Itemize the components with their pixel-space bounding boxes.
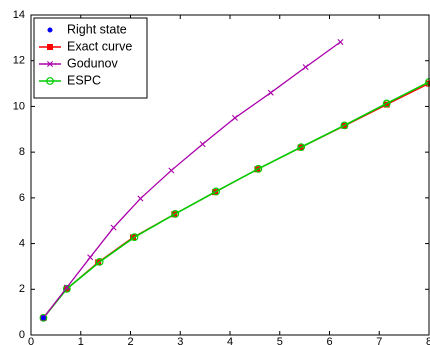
series-right-state: [40, 315, 46, 321]
legend-label-espc: ESPC: [67, 73, 101, 87]
y-tick-label: 14: [13, 9, 25, 21]
legend: Right state Exact curve Godunov ESPC: [33, 17, 148, 99]
series-line-espc: [42, 81, 430, 319]
data-point-espc: [62, 284, 71, 293]
data-point-espc: [130, 233, 139, 242]
y-tick-label: 6: [19, 192, 25, 204]
legend-marker-godunov: [47, 61, 53, 67]
data-point-godunov: [168, 167, 175, 174]
legend-marker-exact-curve: [47, 44, 54, 51]
x-tick-label: 7: [376, 336, 382, 345]
y-tick-label: 4: [19, 237, 25, 249]
legend-item-exact-curve: Exact curve: [39, 39, 132, 53]
data-point-espc: [39, 313, 48, 322]
legend-box: [33, 17, 148, 99]
x-tick-label: 6: [326, 336, 332, 345]
series-espc: [39, 78, 430, 322]
y-tick-label: 10: [13, 100, 25, 112]
legend-label-godunov: Godunov: [67, 56, 118, 70]
x-tick-label: 1: [78, 336, 84, 345]
x-tick-label: 4: [227, 336, 233, 345]
data-point-espc: [95, 257, 104, 266]
data-point-espc: [212, 187, 220, 196]
data-point-godunov: [63, 284, 70, 291]
legend-marker-right-state: [47, 27, 53, 33]
data-point-espc: [382, 99, 391, 108]
y-tick-label: 0: [19, 329, 25, 341]
legend-item-godunov: Godunov: [39, 56, 118, 70]
legend-marker-espc: [46, 77, 54, 85]
plot-content: [39, 38, 430, 322]
data-point-godunov: [231, 114, 238, 121]
data-point-godunov: [199, 141, 206, 148]
legend-label-exact-curve: Exact curve: [67, 39, 132, 53]
legend-item-espc: ESPC: [39, 73, 101, 87]
data-point-godunov: [267, 89, 274, 96]
x-tick-label: 3: [177, 336, 183, 345]
x-tick-label: 2: [127, 336, 133, 345]
data-point-godunov: [110, 224, 117, 231]
legend-label-right-state: Right state: [67, 22, 127, 36]
data-point-godunov: [87, 254, 94, 261]
y-tick-label: 2: [19, 283, 25, 295]
data-point-godunov: [337, 38, 344, 45]
data-point-espc: [297, 143, 306, 152]
series-godunov: [40, 38, 344, 321]
x-tick-label: 0: [28, 336, 34, 345]
data-point-godunov: [137, 195, 144, 202]
y-tick-label: 12: [13, 55, 25, 67]
data-point-right-state: [40, 315, 46, 321]
y-tick-label: 8: [19, 146, 25, 158]
x-tick-label: 5: [277, 336, 283, 345]
legend-item-right-state: Right state: [47, 22, 127, 36]
data-point-espc: [171, 209, 180, 218]
x-tick-label: 8: [426, 336, 430, 345]
data-point-godunov: [302, 64, 309, 71]
data-point-espc: [254, 164, 263, 173]
data-point-espc: [340, 121, 349, 130]
